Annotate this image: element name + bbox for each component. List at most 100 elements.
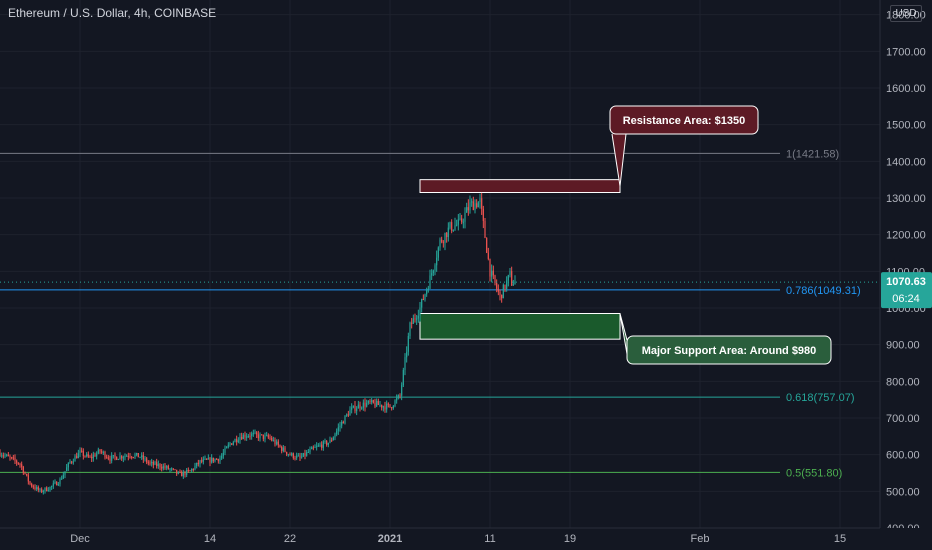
candle-body bbox=[156, 462, 158, 466]
candle-body bbox=[442, 241, 444, 243]
candle-body bbox=[416, 318, 418, 320]
candle-body bbox=[117, 459, 119, 461]
candle-body bbox=[1, 455, 3, 457]
candle-body bbox=[231, 443, 233, 445]
candle-body bbox=[112, 455, 114, 457]
candle-body bbox=[262, 434, 264, 439]
candle-body bbox=[471, 201, 473, 203]
candle-body bbox=[334, 434, 336, 438]
price-tick-label: 500.00 bbox=[886, 486, 920, 498]
candle-body bbox=[251, 433, 253, 437]
candle-body bbox=[196, 462, 198, 466]
candle-body bbox=[202, 459, 204, 462]
candle-body bbox=[39, 489, 41, 491]
candle-body bbox=[194, 465, 196, 470]
candle-body bbox=[166, 466, 168, 468]
candle-body bbox=[139, 456, 141, 458]
candle-body bbox=[346, 414, 348, 416]
candle-body bbox=[256, 432, 258, 435]
candle-body bbox=[56, 481, 58, 486]
candle-body bbox=[304, 453, 306, 456]
currency-button[interactable]: USD bbox=[890, 5, 922, 22]
candle-body bbox=[436, 257, 438, 266]
candle-body bbox=[412, 318, 414, 324]
price-tag-value: 1070.63 bbox=[886, 276, 926, 288]
time-tick-label: 19 bbox=[564, 533, 576, 545]
candle-body bbox=[379, 404, 381, 406]
resistance-callout-label: Resistance Area: $1350 bbox=[623, 115, 746, 127]
candle-body bbox=[301, 456, 303, 458]
candle-body bbox=[237, 440, 239, 442]
candle-body bbox=[504, 284, 506, 289]
candle-body bbox=[204, 458, 206, 460]
price-tick-label: 600.00 bbox=[886, 450, 920, 462]
candle-body bbox=[144, 458, 146, 460]
candle-body bbox=[21, 464, 23, 467]
candle-body bbox=[421, 299, 423, 308]
candle-body bbox=[482, 208, 484, 221]
price-tick-label: 900.00 bbox=[886, 340, 920, 352]
candle-body bbox=[324, 440, 326, 442]
candle-body bbox=[206, 458, 208, 460]
candle-body bbox=[449, 222, 451, 228]
candle-body bbox=[326, 440, 328, 445]
candle-body bbox=[276, 441, 278, 445]
candle-body bbox=[152, 462, 154, 465]
candle-body bbox=[69, 461, 71, 463]
candle-body bbox=[124, 456, 126, 458]
candle-body bbox=[487, 252, 489, 259]
candle-body bbox=[404, 357, 406, 370]
candle-body bbox=[114, 455, 116, 457]
candle-body bbox=[512, 284, 514, 286]
price-tick-label: 700.00 bbox=[886, 413, 920, 425]
candle-body bbox=[456, 224, 458, 226]
candle-body bbox=[506, 280, 508, 289]
candle-body bbox=[281, 446, 283, 451]
candle-body bbox=[444, 232, 446, 243]
candle-body bbox=[312, 447, 314, 449]
candle-body bbox=[171, 468, 173, 470]
candle-body bbox=[219, 458, 221, 462]
candle-body bbox=[287, 454, 289, 456]
candle-body bbox=[486, 237, 488, 253]
candle-body bbox=[84, 456, 86, 458]
candle-body bbox=[142, 455, 144, 460]
candle-body bbox=[394, 400, 396, 407]
candle-body bbox=[6, 454, 8, 456]
candle-body bbox=[0, 452, 1, 456]
candle-body bbox=[462, 221, 464, 223]
price-tick-label: 1400.00 bbox=[886, 156, 926, 168]
candle-body bbox=[17, 462, 19, 464]
candle-body bbox=[316, 446, 318, 448]
candle-body bbox=[132, 457, 134, 459]
candle-body bbox=[282, 447, 284, 451]
candle-body bbox=[236, 439, 238, 442]
candle-body bbox=[286, 451, 288, 455]
candle-body bbox=[127, 455, 129, 457]
candle-body bbox=[302, 453, 304, 457]
candle-body bbox=[499, 291, 501, 295]
candle-body bbox=[502, 284, 504, 299]
candle-body bbox=[7, 454, 9, 457]
candle-body bbox=[167, 466, 169, 470]
candle-body bbox=[274, 439, 276, 445]
candle-body bbox=[136, 453, 138, 455]
candle-body bbox=[47, 490, 49, 492]
candle-body bbox=[306, 452, 308, 456]
candle-body bbox=[372, 400, 374, 403]
candle-body bbox=[352, 405, 354, 408]
candle-body bbox=[427, 288, 429, 290]
candle-body bbox=[59, 479, 61, 485]
candle-body bbox=[307, 452, 309, 454]
candle-body bbox=[364, 402, 366, 407]
candle-body bbox=[294, 458, 296, 460]
candle-body bbox=[406, 351, 408, 358]
candle-body bbox=[239, 436, 241, 441]
candle-body bbox=[277, 441, 279, 446]
price-tick-label: 1800.00 bbox=[886, 10, 926, 22]
candle-body bbox=[31, 483, 33, 487]
candle-body bbox=[26, 473, 28, 476]
candle-body bbox=[216, 458, 218, 460]
candle-body bbox=[441, 239, 443, 242]
